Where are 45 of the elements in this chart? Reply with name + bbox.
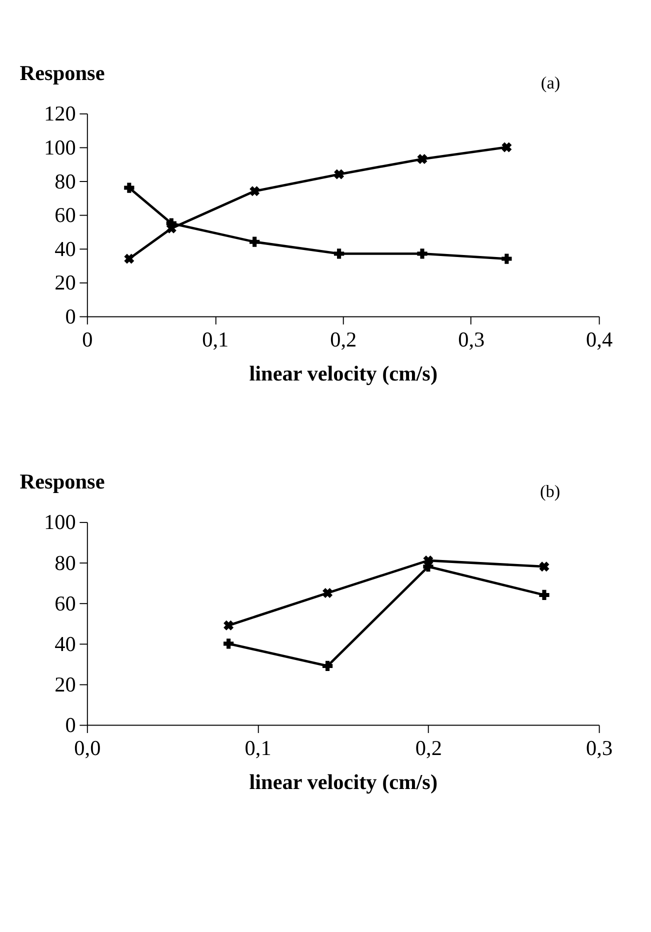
x-tick-label: 0 <box>82 328 93 352</box>
point <box>502 142 512 152</box>
y-tick-label: 0 <box>65 713 76 738</box>
x-tick-label: 0,1 <box>202 328 229 352</box>
y-axis-title: Response <box>20 61 105 86</box>
text: (a) <box>540 73 560 92</box>
text: (b) <box>540 482 560 501</box>
point <box>539 562 550 572</box>
x-axis-title: linear velocity (cm/s) <box>249 361 438 386</box>
point <box>124 182 134 193</box>
y-tick-label: 20 <box>54 270 76 295</box>
point <box>124 254 134 264</box>
point <box>250 236 260 247</box>
y-tick-label: 80 <box>54 169 76 194</box>
point <box>539 590 550 600</box>
y-tick-label: 100 <box>44 135 76 160</box>
y-tick-label: 60 <box>54 591 76 616</box>
point <box>502 254 512 264</box>
x-tick-label: 0,4 <box>586 328 613 352</box>
x-tick-label: 0,2 <box>330 328 357 352</box>
point <box>224 620 234 630</box>
point <box>417 248 428 259</box>
point <box>223 638 234 649</box>
x-tick-label: 0,0 <box>74 736 101 760</box>
y-tick-label: 120 <box>44 102 76 126</box>
y-tick-label: 40 <box>54 632 76 656</box>
x-axis-title: linear velocity (cm/s) <box>249 770 438 794</box>
point <box>423 562 434 572</box>
point <box>417 154 428 164</box>
x-tick-label: 0,1 <box>244 736 272 760</box>
y-tick-label: 40 <box>54 236 76 261</box>
y-tick-label: 100 <box>44 510 76 534</box>
point <box>322 660 333 672</box>
y-tick-label: 20 <box>54 672 76 696</box>
y-tick-label: 80 <box>54 550 76 575</box>
x-tick-label: 0,3 <box>458 328 485 352</box>
point <box>250 186 260 196</box>
point <box>334 169 344 180</box>
x-tick-label: 0,3 <box>586 736 613 760</box>
y-tick-label: 60 <box>54 203 76 228</box>
x-tick-label: 0,2 <box>415 736 442 760</box>
y-tick-label: 0 <box>65 304 76 328</box>
point <box>334 248 344 259</box>
point <box>322 588 333 598</box>
y-axis-title: Response <box>20 470 105 494</box>
